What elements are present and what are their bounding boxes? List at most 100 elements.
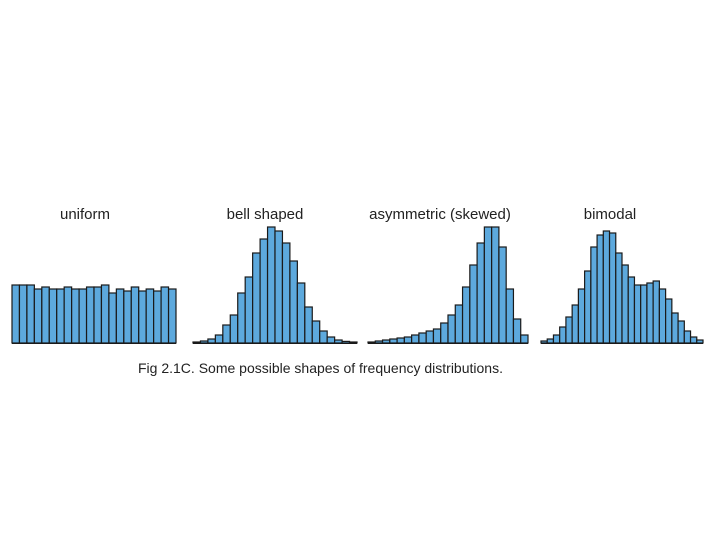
panel-title-skewed: asymmetric (skewed) bbox=[369, 206, 511, 223]
histogram-bar bbox=[63, 286, 73, 344]
histogram-bar bbox=[646, 282, 654, 344]
histogram-bar bbox=[11, 284, 21, 344]
histogram-bar bbox=[381, 339, 391, 344]
histogram-bar bbox=[311, 320, 321, 344]
histogram-bar bbox=[252, 252, 261, 344]
histogram-bar bbox=[138, 290, 147, 344]
histogram-bar bbox=[483, 226, 493, 344]
histogram-bar bbox=[78, 288, 88, 344]
histogram-bar bbox=[546, 338, 555, 344]
histogram-bar bbox=[207, 338, 216, 344]
histogram-bar bbox=[615, 252, 623, 344]
panel-title-bell-shaped: bell shaped bbox=[226, 206, 304, 223]
histogram-bar bbox=[222, 324, 231, 344]
histogram-bar bbox=[565, 316, 573, 344]
histogram-bar bbox=[677, 320, 685, 344]
histogram-bar bbox=[167, 288, 177, 344]
histogram-bar bbox=[469, 264, 478, 344]
histogram-bar bbox=[259, 238, 269, 344]
histogram-bar bbox=[571, 304, 579, 344]
histogram-bar bbox=[123, 290, 132, 344]
histogram-bar bbox=[304, 306, 313, 344]
histogram-bar bbox=[418, 332, 427, 344]
histogram-bar bbox=[512, 318, 522, 344]
histogram-bar bbox=[115, 288, 125, 344]
histogram-bar bbox=[671, 312, 679, 344]
histogram-bar bbox=[440, 322, 449, 344]
histogram-bar bbox=[621, 264, 629, 344]
histogram-bar bbox=[319, 330, 328, 344]
histogram-bar bbox=[296, 282, 306, 344]
histogram-bar bbox=[454, 304, 464, 344]
histogram-bar bbox=[348, 341, 358, 344]
histogram-bar bbox=[540, 340, 548, 344]
panel-title-bimodal: bimodal bbox=[583, 206, 637, 223]
histogram-bar bbox=[552, 334, 561, 344]
histogram-bar bbox=[41, 286, 50, 344]
histogram-bar bbox=[627, 276, 636, 344]
panel-title-uniform: uniform bbox=[59, 206, 111, 223]
histogram-bar bbox=[334, 339, 343, 344]
histogram-bar bbox=[584, 270, 592, 344]
histogram-bar bbox=[665, 298, 673, 344]
histogram-bar bbox=[85, 286, 95, 344]
histogram-bar bbox=[229, 314, 239, 344]
histogram-bar bbox=[640, 284, 648, 344]
histogram-bar bbox=[476, 242, 485, 344]
histogram-bar bbox=[602, 230, 611, 344]
histogram-bar bbox=[696, 339, 704, 344]
histogram-bar bbox=[447, 314, 456, 344]
histogram-bar bbox=[145, 288, 155, 344]
histogram-bar bbox=[244, 276, 254, 344]
histogram-bar bbox=[71, 288, 80, 344]
histogram-bar bbox=[590, 246, 598, 344]
histogram-bar bbox=[18, 284, 28, 344]
histogram-bar bbox=[425, 330, 435, 344]
histogram-bimodal bbox=[540, 230, 704, 344]
histogram-bar bbox=[596, 234, 604, 344]
histogram-bar bbox=[658, 288, 667, 344]
histogram-bar bbox=[341, 340, 351, 344]
histogram-uniform bbox=[11, 284, 177, 344]
histogram-bar bbox=[683, 330, 692, 344]
histogram-bar bbox=[432, 328, 442, 344]
histogram-bar bbox=[100, 284, 110, 344]
histogram-bar bbox=[520, 334, 529, 344]
histogram-bar bbox=[237, 292, 246, 344]
histogram-bar bbox=[130, 286, 140, 344]
histogram-bar bbox=[689, 336, 698, 344]
histogram-bar bbox=[505, 288, 515, 344]
histogram-bar bbox=[26, 284, 35, 344]
histogram-bar bbox=[326, 336, 336, 344]
histogram-bar bbox=[48, 288, 58, 344]
histogram-bar bbox=[461, 286, 471, 344]
histogram-skewed bbox=[367, 226, 529, 344]
histogram-bar bbox=[108, 292, 117, 344]
histogram-bar bbox=[192, 341, 202, 344]
histogram-bar bbox=[281, 242, 291, 344]
histogram-bar bbox=[389, 338, 398, 344]
histogram-bar bbox=[274, 230, 284, 344]
histogram-bar bbox=[633, 284, 642, 344]
histogram-bar bbox=[652, 280, 660, 344]
histogram-bar bbox=[199, 340, 209, 344]
histogram-bar bbox=[160, 286, 170, 344]
histogram-bar bbox=[33, 288, 43, 344]
histogram-bar bbox=[374, 340, 384, 344]
histogram-bell-shaped bbox=[192, 226, 358, 344]
histogram-bar bbox=[411, 334, 420, 344]
histogram-bar bbox=[396, 337, 405, 344]
histogram-bar bbox=[153, 290, 162, 344]
histogram-bar bbox=[367, 341, 376, 344]
figure-caption: Fig 2.1C. Some possible shapes of freque… bbox=[138, 360, 503, 376]
histogram-bar bbox=[214, 334, 224, 344]
histogram-bar bbox=[559, 326, 567, 344]
histogram-bar bbox=[93, 286, 103, 344]
histogram-bar bbox=[289, 260, 298, 344]
histogram-bar bbox=[56, 288, 65, 344]
histogram-bar bbox=[498, 246, 507, 344]
histogram-bar bbox=[266, 226, 276, 344]
histogram-bar bbox=[403, 336, 413, 344]
histogram-bar bbox=[577, 288, 586, 344]
